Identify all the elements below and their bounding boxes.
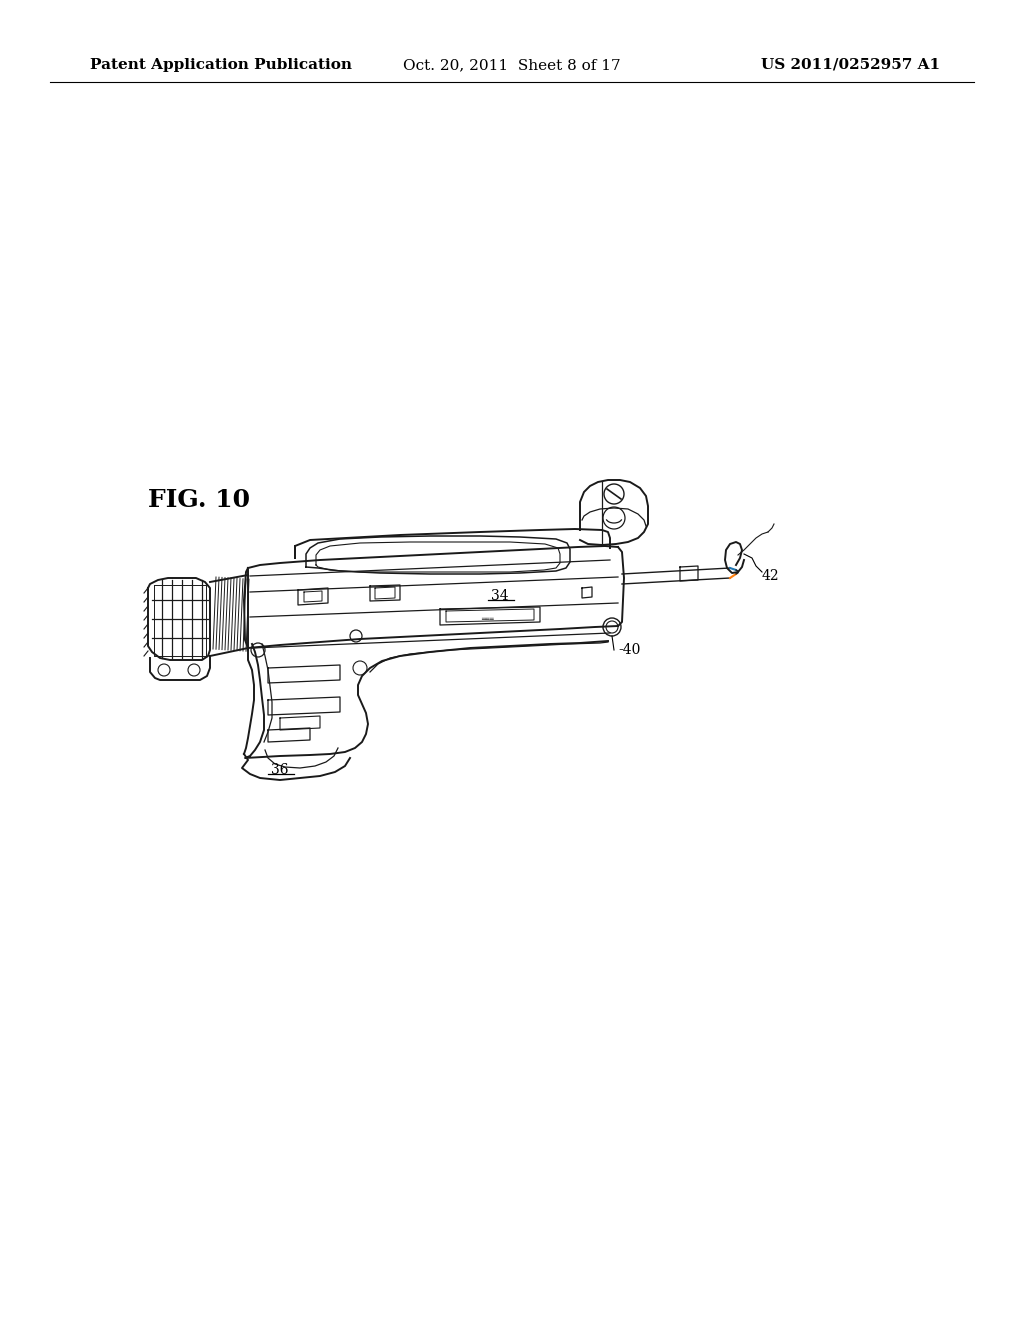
Text: FIG. 10: FIG. 10 — [148, 488, 250, 512]
Text: ═══: ═══ — [480, 615, 494, 620]
Text: Patent Application Publication: Patent Application Publication — [90, 58, 352, 73]
Text: US 2011/0252957 A1: US 2011/0252957 A1 — [761, 58, 940, 73]
Text: 34: 34 — [492, 589, 509, 603]
Text: Oct. 20, 2011  Sheet 8 of 17: Oct. 20, 2011 Sheet 8 of 17 — [403, 58, 621, 73]
Text: 42: 42 — [762, 569, 779, 583]
Text: 36: 36 — [271, 763, 289, 777]
Text: -40: -40 — [618, 643, 640, 657]
